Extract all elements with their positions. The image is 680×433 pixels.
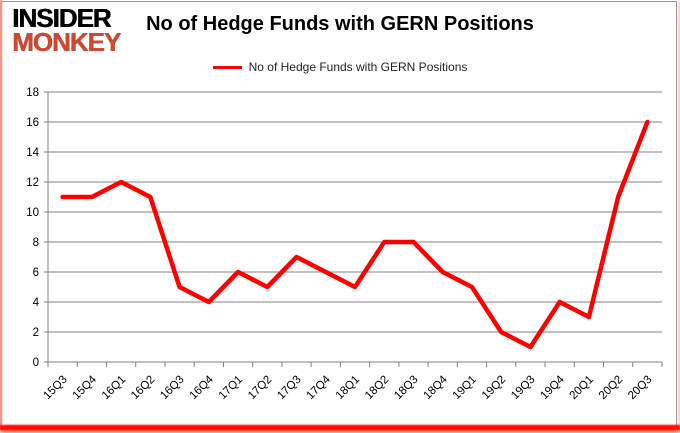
chart-title: No of Hedge Funds with GERN Positions: [146, 13, 534, 35]
x-tick-label: 15Q4: [71, 373, 100, 402]
series-line: [60, 119, 650, 350]
logo-line1: INSIDER: [12, 3, 111, 33]
x-tick-label: 18Q1: [334, 374, 362, 402]
y-tick-label: 6: [33, 267, 39, 279]
y-tick-label: 2: [33, 327, 39, 339]
y-tick-label: 16: [26, 117, 39, 129]
x-tick-label: 19Q3: [509, 374, 537, 402]
insider-monkey-logo: INSIDER MONKEY: [12, 3, 121, 57]
legend-line-swatch: [212, 65, 242, 69]
legend: No of Hedge Funds with GERN Positions: [0, 60, 680, 74]
x-tick-label: 20Q3: [626, 374, 654, 402]
legend-label: No of Hedge Funds with GERN Positions: [248, 60, 468, 74]
x-tick-label: 20Q1: [568, 374, 596, 402]
x-tick-label: 17Q4: [304, 373, 333, 402]
x-tick-label: 17Q2: [246, 374, 274, 402]
y-tick-label: 14: [26, 147, 39, 159]
y-tick-label: 0: [33, 357, 39, 369]
right-border-glow: [678, 2, 680, 427]
x-tick-label: 19Q1: [451, 374, 479, 402]
x-tick-label: 19Q4: [538, 373, 567, 402]
left-border-glow: [0, 0, 2, 428]
x-tick-label: 16Q1: [100, 374, 128, 402]
x-tick-label: 16Q2: [129, 374, 157, 402]
x-tick-label: 16Q3: [158, 374, 186, 402]
x-tick-label: 17Q1: [217, 374, 245, 402]
logo-line2: MONKEY: [12, 26, 121, 57]
y-tick-label: 4: [33, 297, 40, 309]
y-tick-label: 8: [33, 237, 39, 249]
x-tick-label: 18Q4: [421, 373, 450, 402]
x-tick-label: 18Q3: [392, 374, 420, 402]
y-tick-label: 10: [26, 207, 39, 219]
y-tick-label: 12: [26, 177, 39, 189]
bottom-border-glow: [0, 425, 680, 430]
x-tick-label: 20Q2: [597, 374, 625, 402]
y-tick-label: 18: [26, 87, 39, 99]
x-tick-label: 16Q4: [188, 373, 217, 402]
x-tick-label: 17Q3: [275, 374, 303, 402]
x-tick-label: 18Q2: [363, 374, 391, 402]
x-tick-label: 19Q2: [480, 374, 508, 402]
x-tick-label: 15Q3: [41, 374, 69, 402]
